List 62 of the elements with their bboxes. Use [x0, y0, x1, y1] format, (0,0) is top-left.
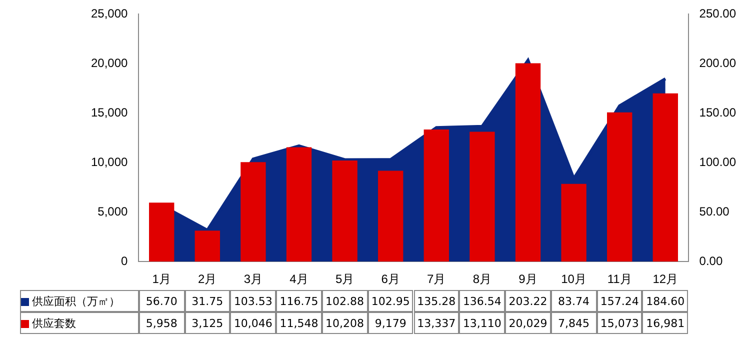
bar	[149, 202, 174, 262]
y-tick-label: 0	[121, 254, 128, 268]
y-tick-label: 5,000	[98, 204, 128, 218]
data-label: 83.74	[550, 290, 597, 312]
x-tick-label: 1月	[152, 272, 171, 286]
y2-tick-label: 100.00	[699, 154, 736, 169]
bar	[286, 147, 312, 262]
data-label: 5,958	[138, 312, 184, 334]
bar	[378, 170, 404, 262]
data-label: 135.28	[414, 290, 460, 312]
x-tick-label: 7月	[427, 272, 446, 286]
data-label: 3,125	[184, 312, 230, 334]
data-label: 10,046	[230, 312, 276, 334]
y-tick-label: 15,000	[91, 105, 128, 120]
data-label: 13,110	[459, 312, 506, 334]
x-tick-label: 5月	[335, 272, 354, 286]
x-tick-label: 11月	[607, 272, 632, 286]
legend-label: 供应面积（万㎡）	[20, 290, 139, 312]
x-tick-label: 9月	[518, 272, 538, 286]
data-label: 20,029	[505, 312, 551, 334]
bar	[607, 112, 632, 262]
data-label: 203.22	[505, 290, 551, 312]
data-label: 136.54	[459, 290, 506, 312]
y-tick-label: 25,000	[91, 6, 128, 20]
data-label: 31.75	[184, 290, 230, 312]
legend-label: 供应套数	[20, 312, 139, 334]
bar	[515, 63, 541, 262]
bar	[424, 130, 449, 262]
data-label: 13,337	[414, 312, 460, 334]
y-tick-label: 20,000	[91, 56, 128, 70]
data-label: 9,179	[368, 312, 414, 334]
x-tick-label: 4月	[290, 272, 308, 286]
x-tick-label: 2月	[198, 272, 217, 286]
data-label: 102.88	[322, 290, 368, 312]
data-label: 184.60	[642, 290, 688, 312]
bar	[561, 184, 586, 262]
data-label: 15,073	[596, 312, 642, 334]
bar	[332, 160, 358, 262]
x-tick-label: 6月	[381, 272, 400, 286]
y2-tick-label: 200.00	[699, 56, 736, 70]
data-label: 10,208	[322, 312, 368, 334]
y2-tick-label: 0.00	[699, 254, 723, 268]
x-tick-label: 8月	[472, 272, 492, 286]
y2-tick-label: 150.00	[699, 105, 736, 120]
y2-tick-label: 50.00	[699, 204, 730, 218]
bar	[194, 230, 220, 262]
x-tick-label: 12月	[652, 272, 678, 286]
data-label: 102.95	[368, 290, 414, 312]
y-tick-label: 10,000	[91, 154, 128, 169]
data-label: 157.24	[596, 290, 642, 312]
data-label: 116.75	[276, 290, 322, 312]
x-tick-label: 10月	[561, 272, 586, 286]
data-label: 11,548	[276, 312, 322, 334]
x-tick-label: 3月	[244, 272, 263, 286]
data-label: 7,845	[550, 312, 597, 334]
bar	[652, 93, 678, 262]
data-label: 16,981	[642, 312, 688, 334]
bar	[240, 162, 266, 262]
y2-tick-label: 250.00	[699, 6, 736, 20]
data-label: 56.70	[138, 290, 184, 312]
bar	[470, 132, 495, 262]
data-label: 103.53	[230, 290, 276, 312]
